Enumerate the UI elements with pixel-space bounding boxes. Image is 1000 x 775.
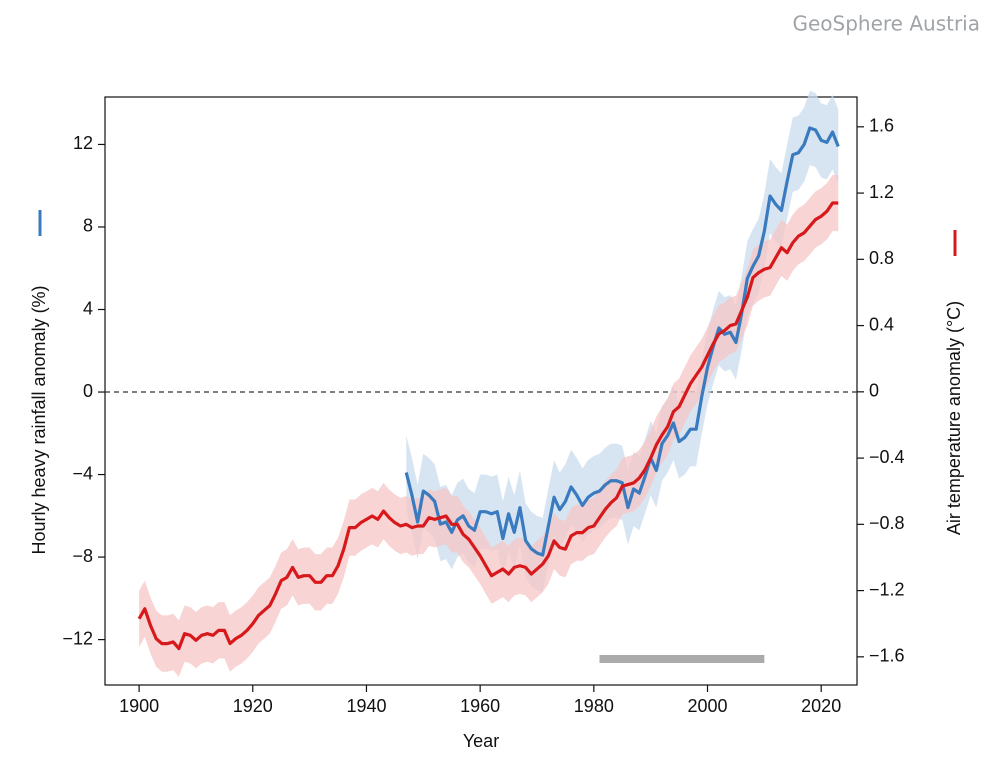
- x-tick-label: 1960: [460, 696, 500, 716]
- y2-tick-label: 0.4: [869, 314, 894, 334]
- y-tick-label: −12: [62, 628, 93, 648]
- y2-tick-label: −1.2: [869, 579, 905, 599]
- y-tick-label: −8: [72, 546, 93, 566]
- y-tick-label: 12: [73, 133, 93, 153]
- x-axis-label: Year: [463, 731, 499, 751]
- y2-tick-label: 1.6: [869, 116, 894, 136]
- y-tick-label: 4: [83, 298, 93, 318]
- x-tick-label: 1980: [574, 696, 614, 716]
- data-line: [404, 126, 840, 557]
- reference-period: [599, 655, 765, 663]
- y-tick-label: −4: [72, 463, 93, 483]
- y2-tick-label: 0.8: [869, 248, 894, 268]
- y2-tick-label: 1.2: [869, 182, 894, 202]
- data-line: [137, 201, 839, 651]
- y2-tick-label: −0.4: [869, 447, 905, 467]
- x-tick-label: 1940: [346, 696, 386, 716]
- y2-axis-label: Air temperature anomaly (°C): [944, 301, 964, 535]
- y-axis-label: Hourly heavy rainfall anomaly (%): [29, 285, 49, 554]
- y-tick-label: 8: [83, 216, 93, 236]
- source: GeoSphere Austria: [792, 12, 980, 36]
- y2-tick-label: −0.8: [869, 513, 905, 533]
- x-tick-label: 1920: [233, 696, 273, 716]
- y-tick-label: 0: [83, 381, 93, 401]
- x-tick-label: 2020: [801, 696, 841, 716]
- x-tick-label: 2000: [687, 696, 727, 716]
- y2-tick-label: 0: [869, 381, 879, 401]
- plot-frame: [104, 96, 858, 686]
- x-tick-label: 1900: [119, 696, 159, 716]
- y2-tick-label: −1.6: [869, 646, 905, 666]
- uncertainty-band: [139, 174, 839, 677]
